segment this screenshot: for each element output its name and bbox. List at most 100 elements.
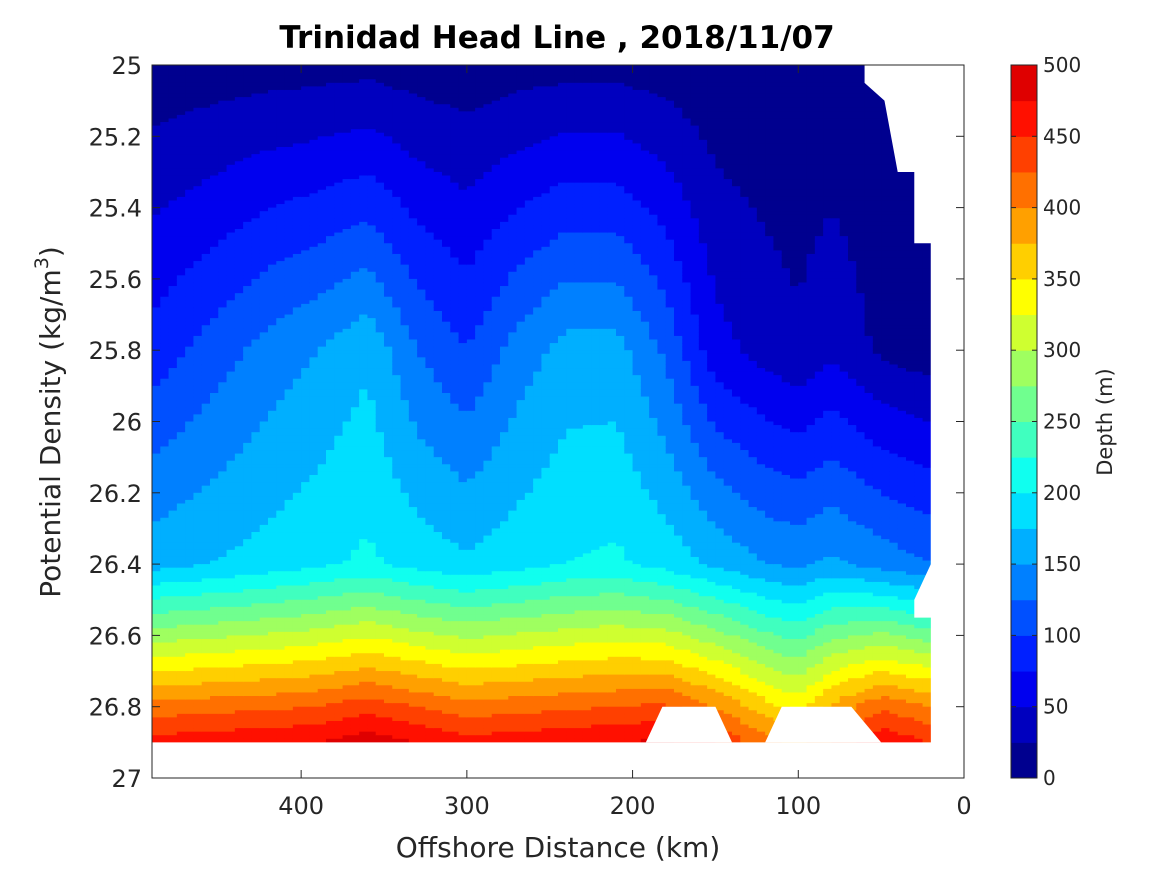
contour-cell bbox=[334, 168, 344, 173]
contour-cell bbox=[176, 89, 186, 95]
contour-cell bbox=[201, 314, 211, 319]
contour-cell bbox=[259, 485, 269, 490]
contour-cell bbox=[160, 738, 170, 743]
contour-cell bbox=[160, 97, 170, 102]
contour-cell bbox=[226, 310, 236, 316]
contour-cell bbox=[309, 228, 319, 234]
contour-cell bbox=[268, 400, 277, 405]
contour-cell bbox=[185, 510, 195, 515]
contour-cell bbox=[168, 478, 178, 483]
contour-cell bbox=[359, 364, 369, 369]
contour-cell bbox=[226, 275, 236, 280]
contour-cell bbox=[276, 628, 286, 633]
contour-cell bbox=[168, 646, 178, 651]
contour-cell bbox=[309, 642, 319, 647]
contour-cell bbox=[259, 421, 269, 426]
contour-cell bbox=[218, 471, 228, 476]
contour-cell bbox=[226, 65, 236, 70]
contour-cell bbox=[226, 182, 236, 187]
contour-cell bbox=[301, 663, 311, 669]
contour-cell bbox=[193, 186, 203, 191]
contour-cell bbox=[176, 82, 186, 87]
contour-cell bbox=[309, 314, 319, 319]
contour-cell bbox=[350, 207, 360, 212]
contour-cell bbox=[276, 457, 286, 462]
contour-cell bbox=[218, 507, 228, 512]
contour-cell bbox=[259, 250, 269, 255]
contour-cell bbox=[309, 382, 319, 387]
contour-cell bbox=[160, 100, 170, 105]
contour-cell bbox=[160, 175, 170, 180]
contour-cell bbox=[334, 503, 344, 508]
contour-cell bbox=[168, 310, 178, 316]
contour-cell bbox=[243, 268, 253, 273]
contour-cell bbox=[301, 581, 311, 587]
contour-cell bbox=[243, 660, 253, 665]
contour-cell bbox=[201, 65, 211, 70]
contour-cell bbox=[268, 635, 277, 640]
contour-cell bbox=[359, 728, 369, 733]
contour-cell bbox=[326, 474, 335, 480]
contour-cell bbox=[243, 599, 253, 604]
contour-cell bbox=[218, 710, 228, 715]
contour-cell bbox=[268, 699, 277, 704]
contour-cell bbox=[301, 325, 311, 330]
contour-cell bbox=[226, 385, 236, 391]
contour-cell bbox=[326, 571, 335, 576]
contour-cell bbox=[284, 446, 294, 451]
contour-cell bbox=[359, 681, 369, 686]
contour-cell bbox=[176, 282, 186, 287]
contour-cell bbox=[234, 243, 244, 248]
contour-cell bbox=[176, 635, 186, 640]
contour-cell bbox=[350, 164, 360, 169]
contour-cell bbox=[152, 542, 161, 547]
contour-cell bbox=[234, 296, 244, 301]
contour-cell bbox=[301, 713, 311, 718]
contour-cell bbox=[367, 200, 377, 205]
contour-cell bbox=[259, 631, 269, 636]
contour-cell bbox=[226, 703, 236, 708]
contour-cell bbox=[210, 368, 219, 373]
contour-cell bbox=[334, 713, 344, 718]
contour-cell bbox=[367, 221, 377, 227]
contour-cell bbox=[251, 318, 261, 323]
contour-cell bbox=[276, 728, 286, 733]
contour-cell bbox=[168, 68, 178, 73]
contour-cell bbox=[251, 268, 261, 273]
contour-cell bbox=[201, 485, 211, 490]
contour-cell bbox=[326, 660, 335, 665]
contour-cell bbox=[359, 353, 369, 358]
contour-cell bbox=[152, 168, 161, 173]
contour-cell bbox=[292, 460, 302, 465]
contour-cell bbox=[359, 264, 369, 269]
contour-cell bbox=[218, 539, 228, 544]
contour-cell bbox=[185, 685, 195, 690]
contour-cell bbox=[326, 196, 335, 202]
contour-cell bbox=[226, 136, 236, 141]
contour-cell bbox=[160, 204, 170, 209]
contour-cell bbox=[152, 685, 161, 690]
contour-cell bbox=[276, 428, 286, 433]
contour-cell bbox=[201, 556, 211, 562]
contour-cell bbox=[176, 528, 186, 533]
contour-cell bbox=[317, 596, 327, 601]
contour-cell bbox=[334, 631, 344, 636]
contour-cell bbox=[359, 400, 369, 405]
contour-cell bbox=[218, 343, 228, 348]
contour-cell bbox=[367, 253, 377, 259]
contour-cell bbox=[317, 478, 327, 483]
contour-cell bbox=[234, 628, 244, 633]
contour-cell bbox=[317, 189, 327, 194]
contour-cell bbox=[160, 107, 170, 112]
contour-cell bbox=[276, 606, 286, 612]
contour-cell bbox=[326, 720, 335, 726]
contour-cell bbox=[292, 168, 302, 173]
contour-cell bbox=[160, 517, 170, 522]
contour-cell bbox=[168, 360, 178, 366]
contour-cell bbox=[210, 667, 219, 672]
contour-cell bbox=[251, 692, 261, 697]
contour-cell bbox=[359, 414, 369, 419]
contour-cell bbox=[292, 125, 302, 130]
contour-cell bbox=[251, 250, 261, 255]
contour-cell bbox=[251, 660, 261, 665]
